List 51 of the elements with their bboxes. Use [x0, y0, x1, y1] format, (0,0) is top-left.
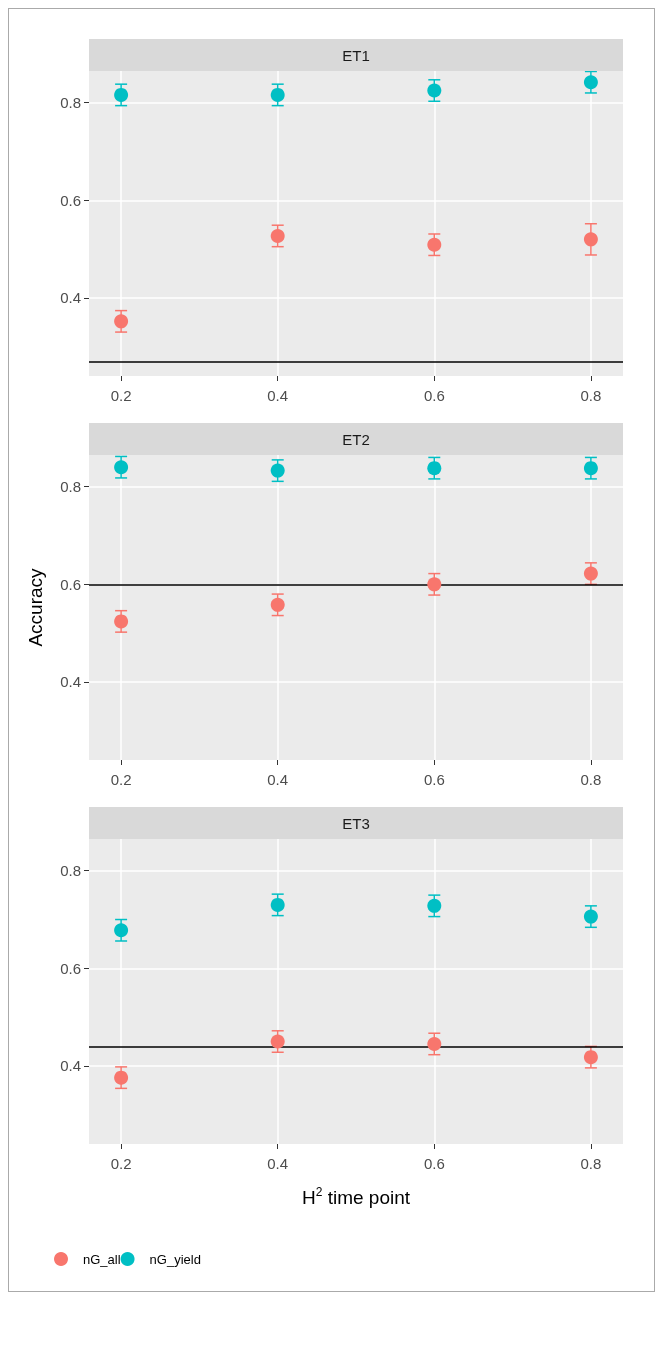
x-tick-label: 0.2	[110, 387, 132, 404]
y-tick-label: 0.6	[60, 575, 81, 593]
point	[583, 909, 598, 924]
x-tick-label: 0.4	[267, 771, 289, 788]
chart-title: ET3	[89, 807, 623, 839]
y-tick-label: 0.8	[60, 478, 81, 496]
point	[270, 228, 285, 243]
point	[427, 577, 442, 592]
point	[114, 923, 129, 938]
point	[114, 614, 129, 629]
y-tick-label: 0.4	[60, 673, 81, 691]
y-tick-label: 0.8	[60, 862, 81, 880]
point	[270, 597, 285, 612]
x-tick-label: 0.6	[423, 1155, 445, 1172]
chart-title: ET2	[89, 423, 623, 455]
x-tick-label: 0.6	[423, 387, 445, 404]
point	[270, 87, 285, 102]
point	[114, 460, 129, 475]
x-tick-label: 0.8	[580, 387, 602, 404]
point	[427, 1036, 442, 1051]
x-tick-label: 0.6	[423, 771, 445, 788]
point	[270, 463, 285, 478]
legend-label: nG_all	[83, 1251, 121, 1267]
point	[583, 461, 598, 476]
y-tick-label: 0.8	[60, 94, 81, 112]
point	[583, 566, 598, 581]
y-axis-title: Accuracy	[25, 567, 46, 647]
point	[427, 898, 442, 913]
y-tick-label: 0.6	[60, 959, 81, 977]
y-tick-label: 0.6	[60, 191, 81, 209]
point	[427, 461, 442, 476]
point	[583, 232, 598, 247]
x-tick-label: 0.8	[580, 771, 602, 788]
point	[270, 1034, 285, 1049]
point	[270, 897, 285, 912]
point	[427, 237, 442, 252]
point	[583, 75, 598, 90]
x-tick-label: 0.2	[110, 771, 132, 788]
point	[114, 1070, 129, 1085]
point	[114, 314, 129, 329]
y-tick-label: 0.4	[60, 289, 81, 307]
point	[427, 83, 442, 98]
point	[583, 1050, 598, 1065]
x-tick-label: 0.4	[267, 387, 289, 404]
y-tick-label: 0.4	[60, 1057, 81, 1075]
x-tick-label: 0.8	[580, 1155, 602, 1172]
chart-title: ET1	[89, 39, 623, 71]
legend-label: nG_yield	[149, 1251, 201, 1267]
x-tick-label: 0.2	[110, 1155, 132, 1172]
x-tick-label: 0.4	[267, 1155, 289, 1172]
point	[114, 87, 129, 102]
